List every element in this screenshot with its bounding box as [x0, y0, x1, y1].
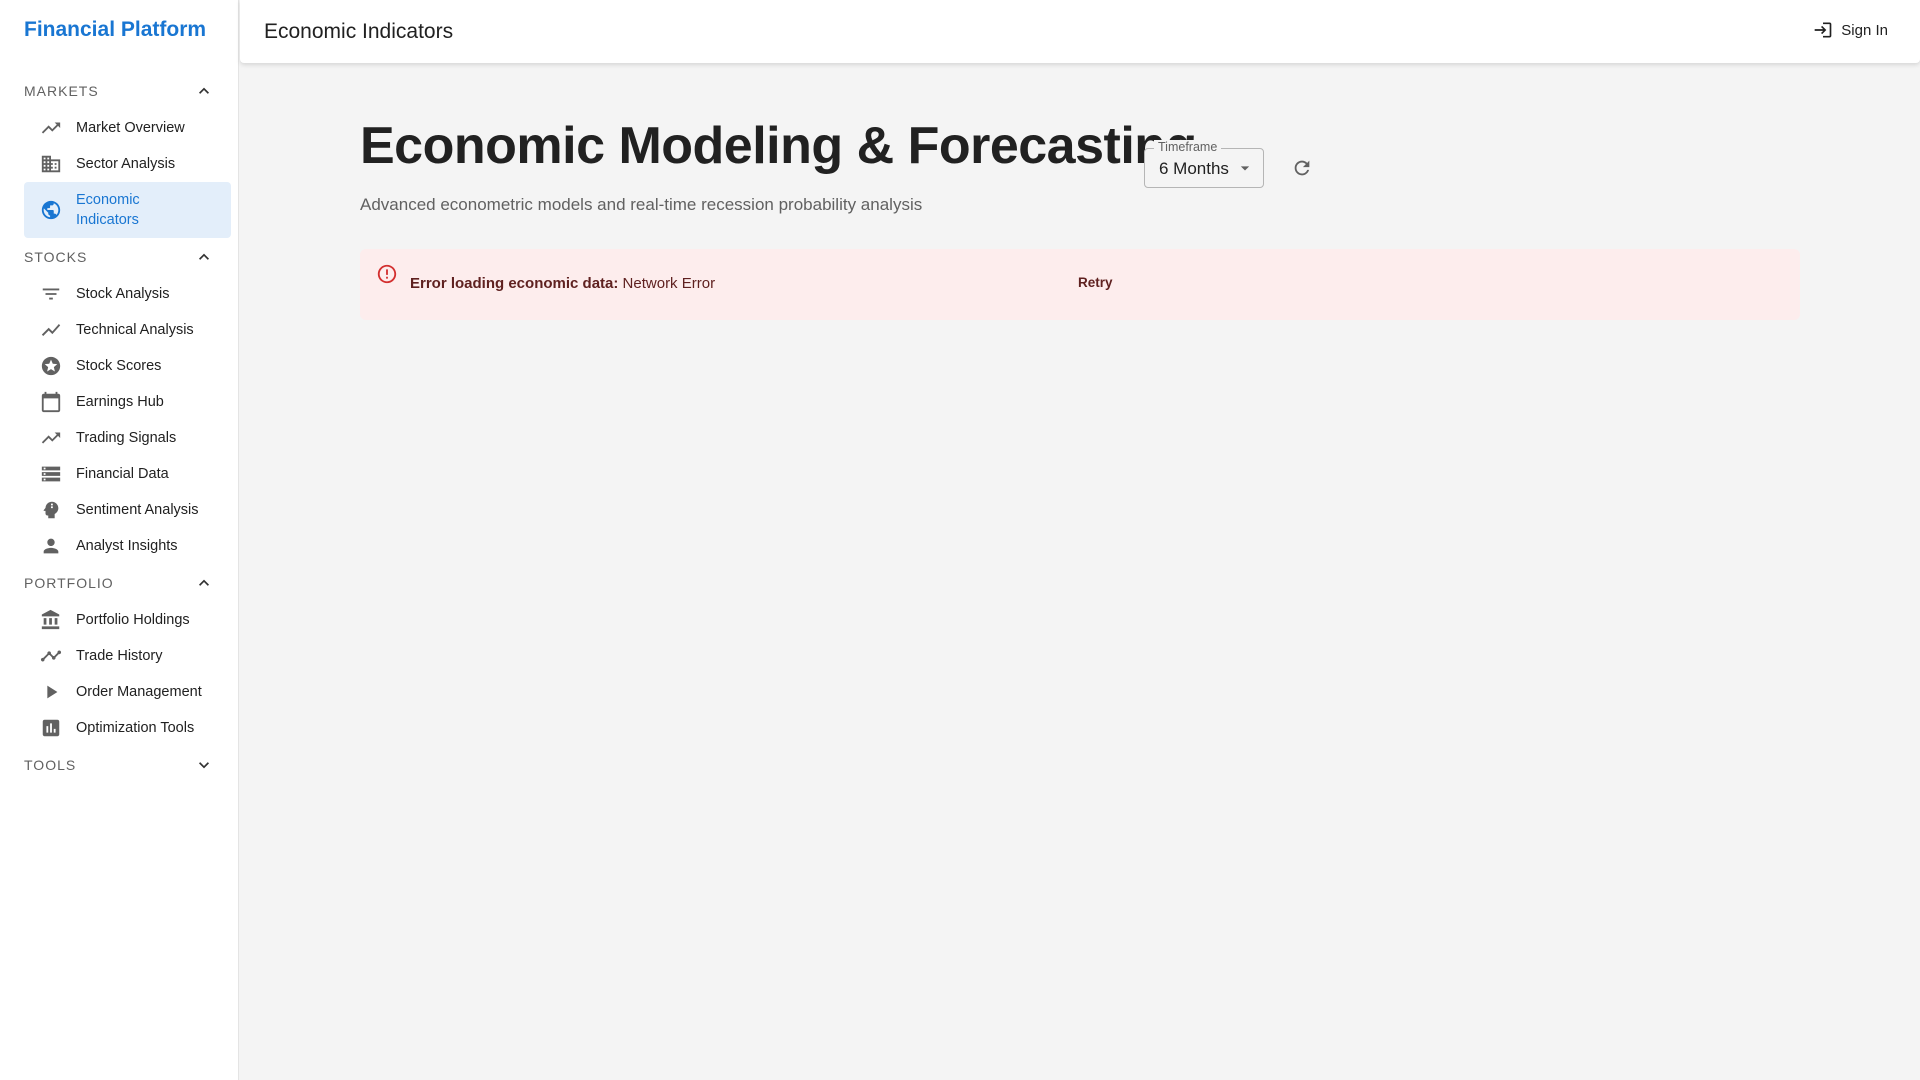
section-header-markets[interactable]: MARKETS [24, 79, 214, 103]
refresh-icon [1294, 160, 1310, 176]
section-header-portfolio[interactable]: PORTFOLIO [24, 571, 214, 595]
calendar-icon [40, 391, 62, 413]
error-prefix: Error loading economic data: [410, 275, 619, 292]
sidebar-item-label: Stock Scores [76, 358, 162, 374]
section-title-markets: MARKETS [24, 83, 99, 99]
chevron-up-icon [199, 579, 209, 586]
sidebar-item-label: Trade History [76, 648, 163, 664]
sidebar-item-technical-analysis[interactable]: Technical Analysis [24, 312, 231, 348]
sidebar-item-label: Technical Analysis [76, 322, 194, 338]
section-header-tools[interactable]: TOOLS [24, 753, 214, 777]
error-detail: Network Error [622, 275, 716, 292]
sidebar-item-label: Earnings Hub [76, 394, 164, 410]
chevron-up-icon [199, 87, 209, 94]
timeline-icon [40, 645, 62, 667]
star-circle-icon [40, 355, 62, 377]
bank-icon [40, 609, 62, 631]
storage-icon [40, 463, 62, 485]
section-title-portfolio: PORTFOLIO [24, 575, 114, 591]
sidebar-item-stock-scores[interactable]: Stock Scores [24, 348, 231, 384]
sidebar-item-financial-data[interactable]: Financial Data [24, 456, 231, 492]
sidebar-item-trade-history[interactable]: Trade History [24, 638, 231, 674]
sign-in-button[interactable]: Sign In [1813, 20, 1888, 40]
retry-button[interactable]: Retry [1078, 275, 1113, 290]
psychology-icon [40, 499, 62, 521]
timeframe-select[interactable]: Timeframe 6 Months [1144, 140, 1264, 188]
brand-title[interactable]: Financial Platform [24, 18, 207, 41]
sidebar-item-label: Financial Data [76, 466, 169, 482]
sidebar-item-trading-signals[interactable]: Trading Signals [24, 420, 231, 456]
show-chart-icon [40, 319, 62, 341]
sidebar-item-label: Stock Analysis [76, 286, 170, 302]
trending-up-icon [40, 427, 62, 449]
public-globe-icon [40, 199, 62, 221]
sidebar-item-portfolio-holdings[interactable]: Portfolio Holdings [24, 602, 231, 638]
page-header-title: Economic Indicators [264, 20, 454, 43]
section-title-stocks: STOCKS [24, 249, 88, 265]
top-app-bar: Economic Indicators Sign In [240, 0, 1920, 63]
error-message: Error loading economic data: Network Err… [410, 275, 715, 292]
person-icon [40, 535, 62, 557]
page-title: Economic Modeling & Forecasting [360, 117, 1197, 175]
timeframe-label: Timeframe [1154, 140, 1222, 154]
sidebar-item-label: Sentiment Analysis [76, 502, 199, 518]
sidebar: Financial Platform MARKETS Market Overvi… [0, 0, 239, 1080]
refresh-button[interactable] [1288, 154, 1316, 182]
page-subtitle: Advanced econometric models and real-tim… [360, 195, 923, 214]
sidebar-item-order-management[interactable]: Order Management [24, 674, 231, 710]
sign-in-label: Sign In [1841, 21, 1888, 39]
sidebar-item-label: Portfolio Holdings [76, 612, 190, 628]
error-alert: Error loading economic data: Network Err… [360, 249, 1800, 320]
section-header-stocks[interactable]: STOCKS [24, 245, 214, 269]
trending-up-icon [40, 117, 62, 139]
sidebar-item-label: Economic Indicators [76, 192, 140, 228]
sidebar-item-market-overview[interactable]: Market Overview [24, 110, 231, 146]
sidebar-item-label: Order Management [76, 684, 202, 700]
sidebar-item-sector-analysis[interactable]: Sector Analysis [24, 146, 231, 182]
sidebar-item-economic-indicators[interactable]: Economic Indicators [24, 182, 231, 238]
sidebar-item-analyst-insights[interactable]: Analyst Insights [24, 528, 231, 564]
sidebar-item-earnings-hub[interactable]: Earnings Hub [24, 384, 231, 420]
play-arrow-icon [40, 681, 62, 703]
login-icon [1814, 22, 1832, 38]
sidebar-item-label: Trading Signals [76, 430, 177, 446]
business-icon [40, 153, 62, 175]
sidebar-item-label: Market Overview [76, 120, 185, 136]
dropdown-arrow-icon [1240, 166, 1250, 171]
timeframe-value: 6 Months [1159, 159, 1229, 178]
filter-list-icon [40, 283, 62, 305]
chevron-up-icon [199, 253, 209, 260]
assessment-icon [40, 717, 62, 739]
sidebar-item-label: Sector Analysis [76, 156, 176, 172]
sidebar-item-sentiment-analysis[interactable]: Sentiment Analysis [24, 492, 231, 528]
section-title-tools: TOOLS [24, 757, 77, 773]
sidebar-item-optimization-tools[interactable]: Optimization Tools [24, 710, 231, 746]
chevron-down-icon [199, 762, 209, 769]
sidebar-item-label: Analyst Insights [76, 538, 178, 554]
sidebar-item-label: Optimization Tools [76, 720, 195, 736]
error-outline-icon [376, 263, 398, 285]
sidebar-item-stock-analysis[interactable]: Stock Analysis [24, 276, 231, 312]
